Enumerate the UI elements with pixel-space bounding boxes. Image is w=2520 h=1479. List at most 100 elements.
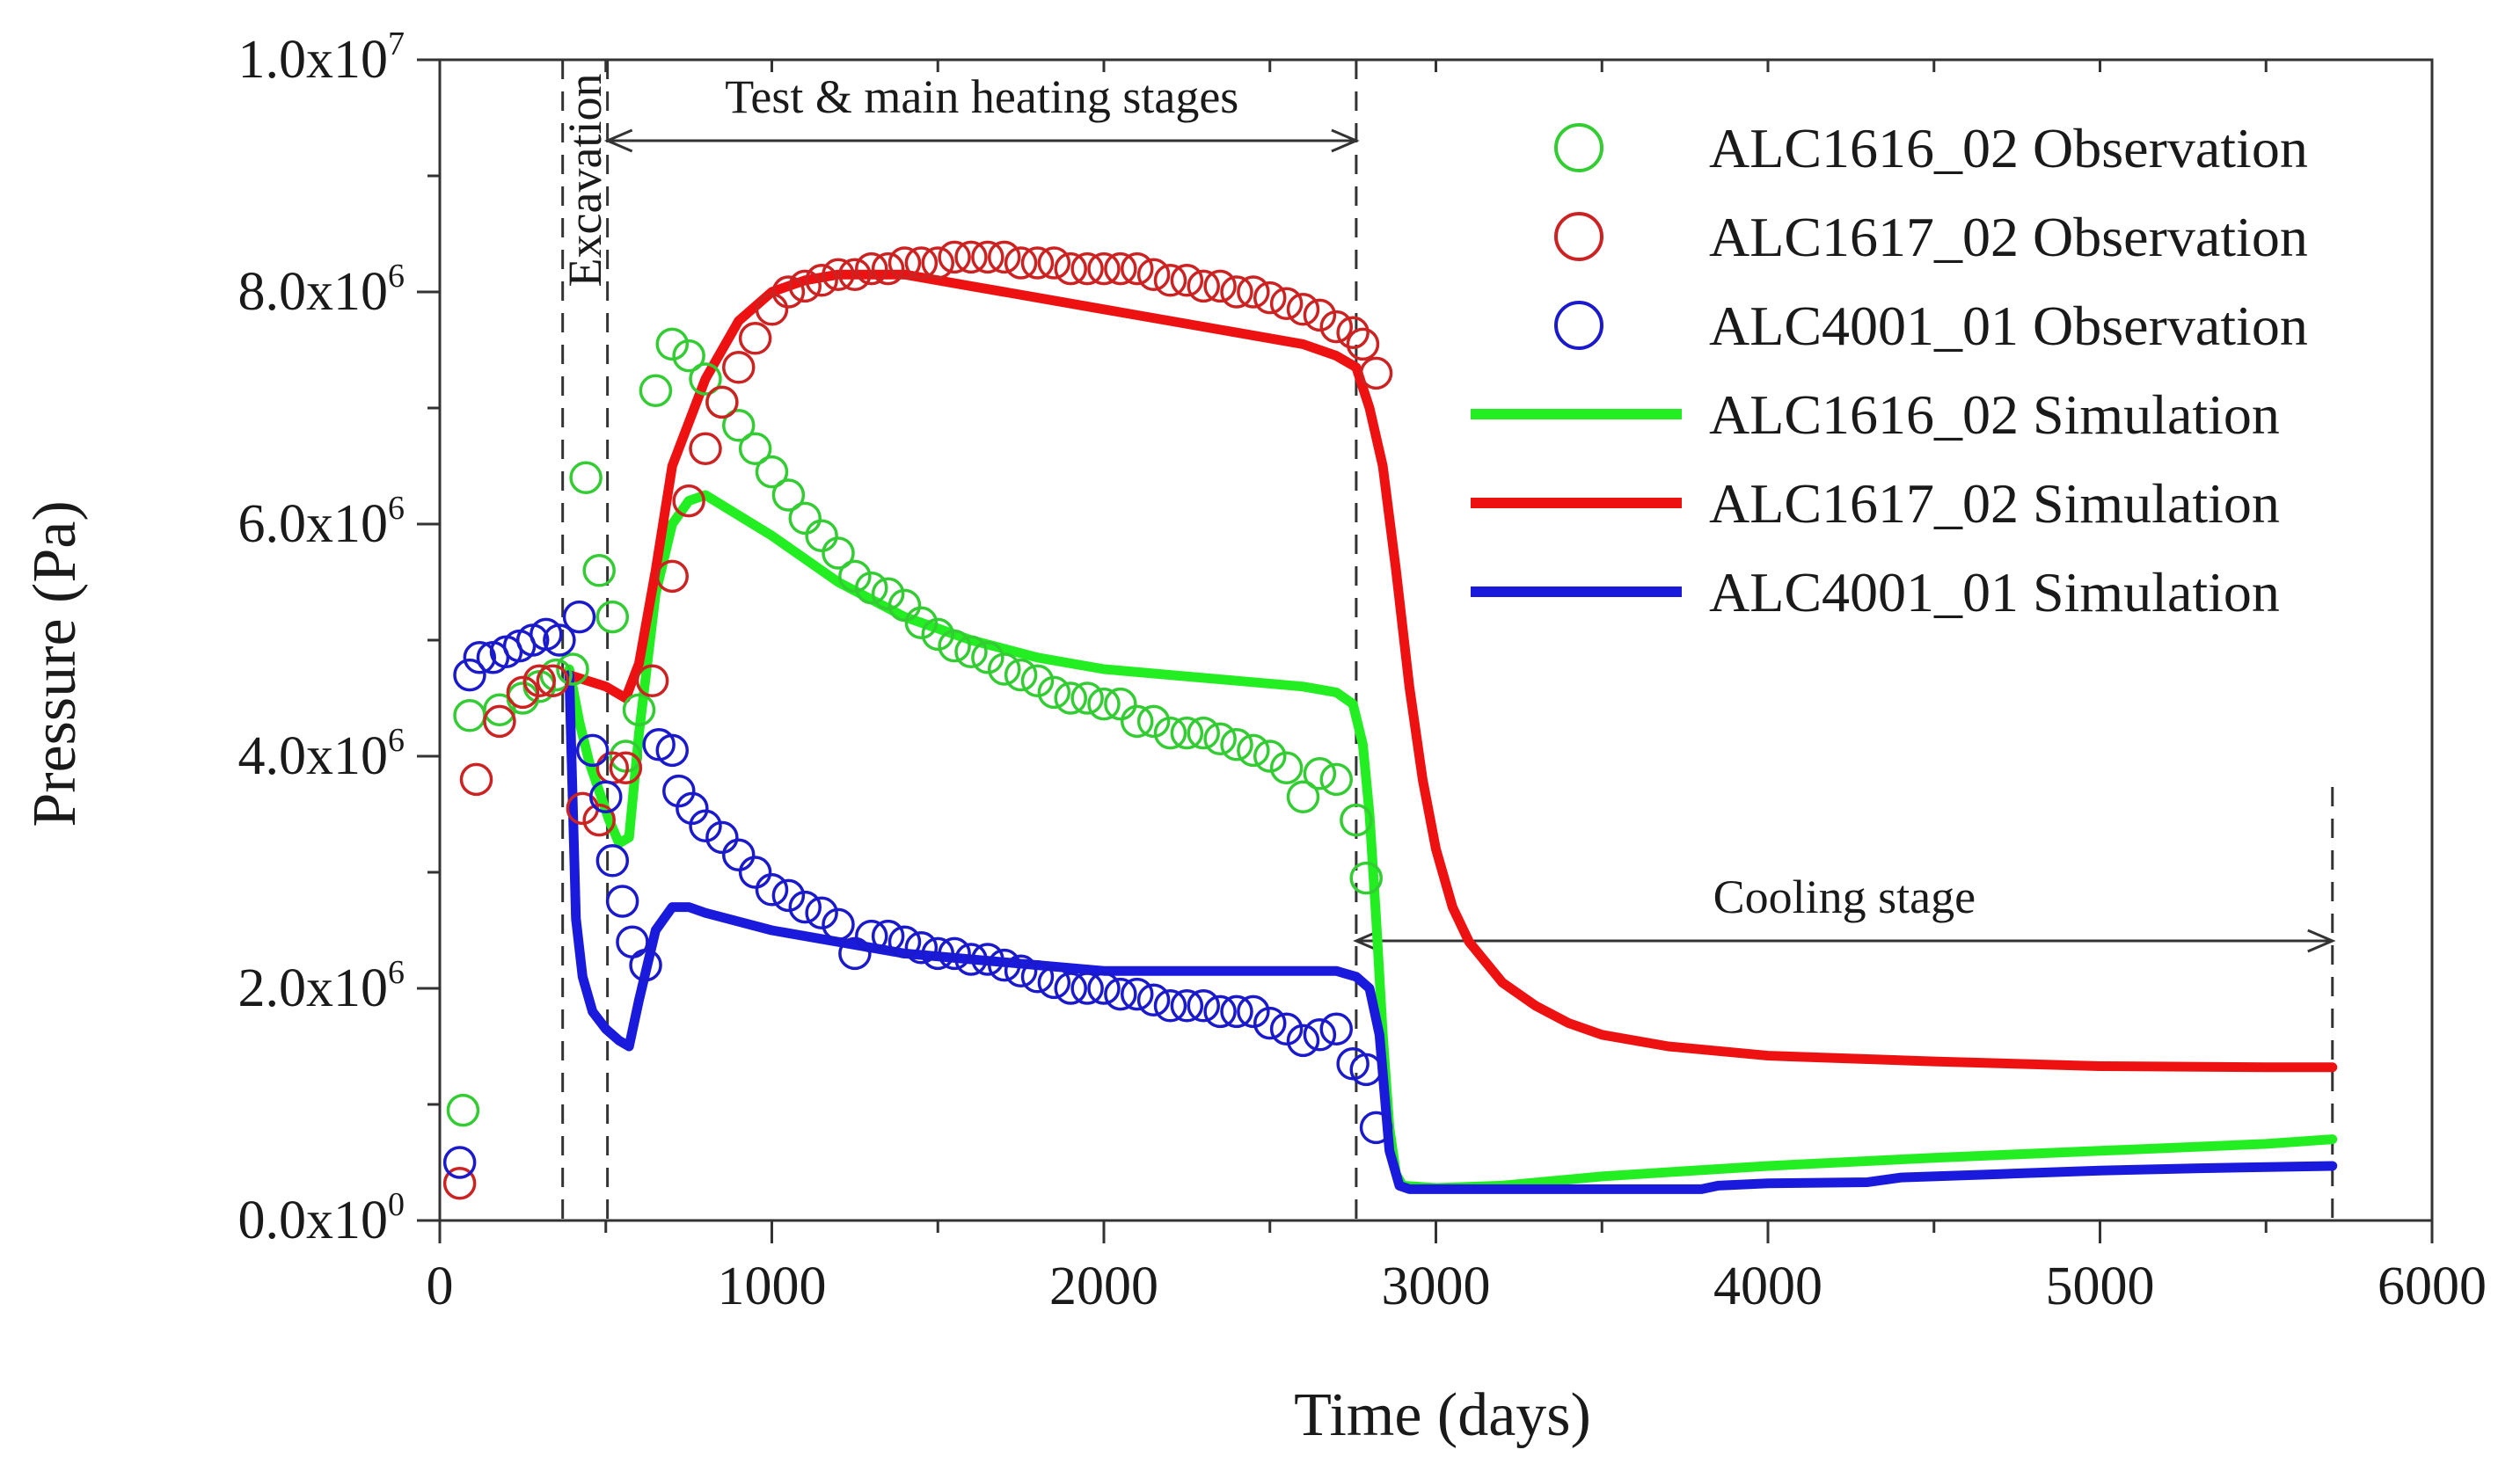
alc1617-02-observation-point [522, 664, 556, 697]
alc1617-02-observation-point [1153, 264, 1187, 297]
alc4001-01-observation-point [838, 936, 872, 971]
alc1616-02-observation-point [582, 554, 616, 587]
x-tick-label: 5000 [2046, 1257, 2155, 1316]
alc1617-02-observation-point [738, 322, 772, 355]
y-tick-label: 0.0x100 [238, 1186, 405, 1250]
alc1616-02-observation-point [971, 641, 1004, 674]
alc1616-02-observation-point [655, 327, 689, 361]
alc4001-01-observation-point [938, 936, 971, 971]
alc1616-02-observation-point [453, 699, 486, 732]
alc1617-02-observation-point [1004, 246, 1038, 280]
alc4001-01-observation-point [543, 623, 576, 657]
alc1617-02-observation-point [838, 258, 872, 291]
alc4001-01-observation-point [689, 809, 722, 842]
alc4001-01-observation-point [1286, 1024, 1320, 1058]
alc4001-01-observation-point [562, 600, 596, 634]
alc4001-01-observation-point [805, 896, 838, 929]
y-tick-exponent: 6 [388, 954, 405, 991]
x-tick-label: 3000 [1382, 1257, 1491, 1316]
alc1616-02-observation-point [446, 1093, 480, 1127]
x-tick-label: 4000 [1713, 1257, 1822, 1316]
alc1616-02-observation-point [672, 339, 705, 373]
alc4001-01-observation-point [954, 943, 988, 976]
alc1616-02-observation-point [1269, 751, 1304, 784]
alc1616-02-observation-point [755, 455, 789, 489]
alc1617-02-observation-point [871, 251, 905, 286]
alc1617-02-observation-legend-label: ALC1617_02 Observation [1709, 206, 2308, 268]
x-tick-label: 2000 [1049, 1257, 1158, 1316]
alc1616-02-observation-point [1121, 704, 1154, 739]
alc1617-02-observation-point [971, 240, 1004, 274]
alc1617-02-observation-point [788, 269, 822, 303]
y-tick-mantissa: 0.0x10 [238, 1191, 389, 1250]
alc1617-02-observation-point [988, 240, 1021, 274]
alc4001-01-observation-point [1087, 972, 1121, 1005]
alc1617-02-observation-point [1187, 269, 1220, 303]
alc4001-01-observation-point [1020, 960, 1055, 994]
alc1617-02-observation-point [1037, 246, 1071, 280]
alc1617-02-observation-point [1319, 310, 1353, 344]
alc4001-01-simulation-line [564, 670, 2338, 1194]
alc1616-02-observation-point [539, 658, 573, 692]
alc1616-02-observation-point [622, 693, 656, 726]
stage-annotations: Excavation Test & main heating stages Cool… [559, 60, 2336, 1220]
arrow-head [2307, 929, 2336, 953]
alc4001-01-observation-point [788, 890, 822, 924]
alc4001-01-observation-point [1359, 1111, 1393, 1145]
y-tick-exponent: 0 [388, 1186, 405, 1223]
alc1616-02-observation-point [954, 635, 988, 668]
alc1616-02-observation-point [1237, 733, 1270, 768]
alc4001-01-observation-legend-label: ALC4001_01 Observation [1709, 295, 2308, 357]
alc1616-02-observation-point [1170, 716, 1204, 750]
alc4001-01-observation-point [855, 919, 888, 953]
y-tick-exponent: 6 [388, 490, 405, 527]
alc1617-02-observation-point [822, 258, 855, 291]
alc4001-01-observation-point [1070, 972, 1104, 1005]
alc4001-01-observation-point [605, 885, 639, 918]
alc4001-01-observation-point [1319, 1012, 1353, 1046]
alc1616-02-observation-point [921, 617, 954, 652]
alc1617-02-observation-point [1269, 287, 1304, 320]
alc4001-01-observation-point [871, 919, 905, 953]
alc1616-02-observation-point [1020, 664, 1055, 697]
alc1617-02-observation-point [755, 293, 789, 326]
alc4001-01-observation-point [463, 641, 497, 674]
alc1616-02-observation-point [1286, 780, 1320, 813]
alc4001-01-observation-point [822, 907, 855, 942]
alc1616-02-observation-point [569, 461, 603, 494]
alc1616-02-observation-point [1136, 704, 1171, 739]
alc4001-01-observation-point [1187, 989, 1220, 1023]
alc1616-02-observation-legend-label: ALC1616_02 Observation [1709, 117, 2308, 179]
alc1616-02-observation-point [938, 629, 971, 663]
alc1617-02-observation-point [1121, 251, 1154, 286]
alc4001-01-observation-point [722, 838, 756, 871]
alc1617-02-observation-point [1136, 258, 1171, 291]
alc4001-01-observation-point [453, 658, 486, 692]
alc4001-01-observation-point [971, 943, 1004, 976]
x-tick-label: 1000 [718, 1257, 827, 1316]
alc1616-02-observation-point [639, 374, 673, 407]
alc1617-02-observation-point [1303, 298, 1337, 332]
alc4001-01-observation-point [887, 925, 922, 958]
alc4001-01-observation-point [1121, 977, 1154, 1011]
alc4001-01-observation-point [771, 878, 806, 913]
x-tick-label: 0 [427, 1257, 454, 1316]
alc4001-01-observation-point [1203, 994, 1237, 1029]
alc1617-02-observation-point [506, 675, 540, 710]
y-axis: 0.0x1002.0x1064.0x1066.0x1068.0x1061.0x1… [238, 26, 440, 1250]
alc1616-02-observation-point [1319, 762, 1353, 797]
y-tick-label: 8.0x106 [238, 258, 405, 322]
alc4001-01-observation-point [755, 873, 789, 907]
alc1616-02-observation-point [1070, 681, 1104, 715]
alc1616-02-observation-point [1349, 861, 1383, 895]
alc1617-02-observation-point [921, 246, 954, 280]
alc1616-02-observation-point [805, 519, 838, 552]
y-tick-label: 2.0x106 [238, 954, 405, 1018]
alc1617-02-observation-point [1054, 251, 1087, 286]
cooling-label: Cooling stage [1713, 871, 1976, 923]
alc4001-01-observation-point [921, 936, 954, 971]
alc4001-01-observation-point [1054, 972, 1087, 1005]
alc1616-02-observation-point [722, 409, 756, 442]
alc4001-01-observation-point [595, 844, 630, 878]
